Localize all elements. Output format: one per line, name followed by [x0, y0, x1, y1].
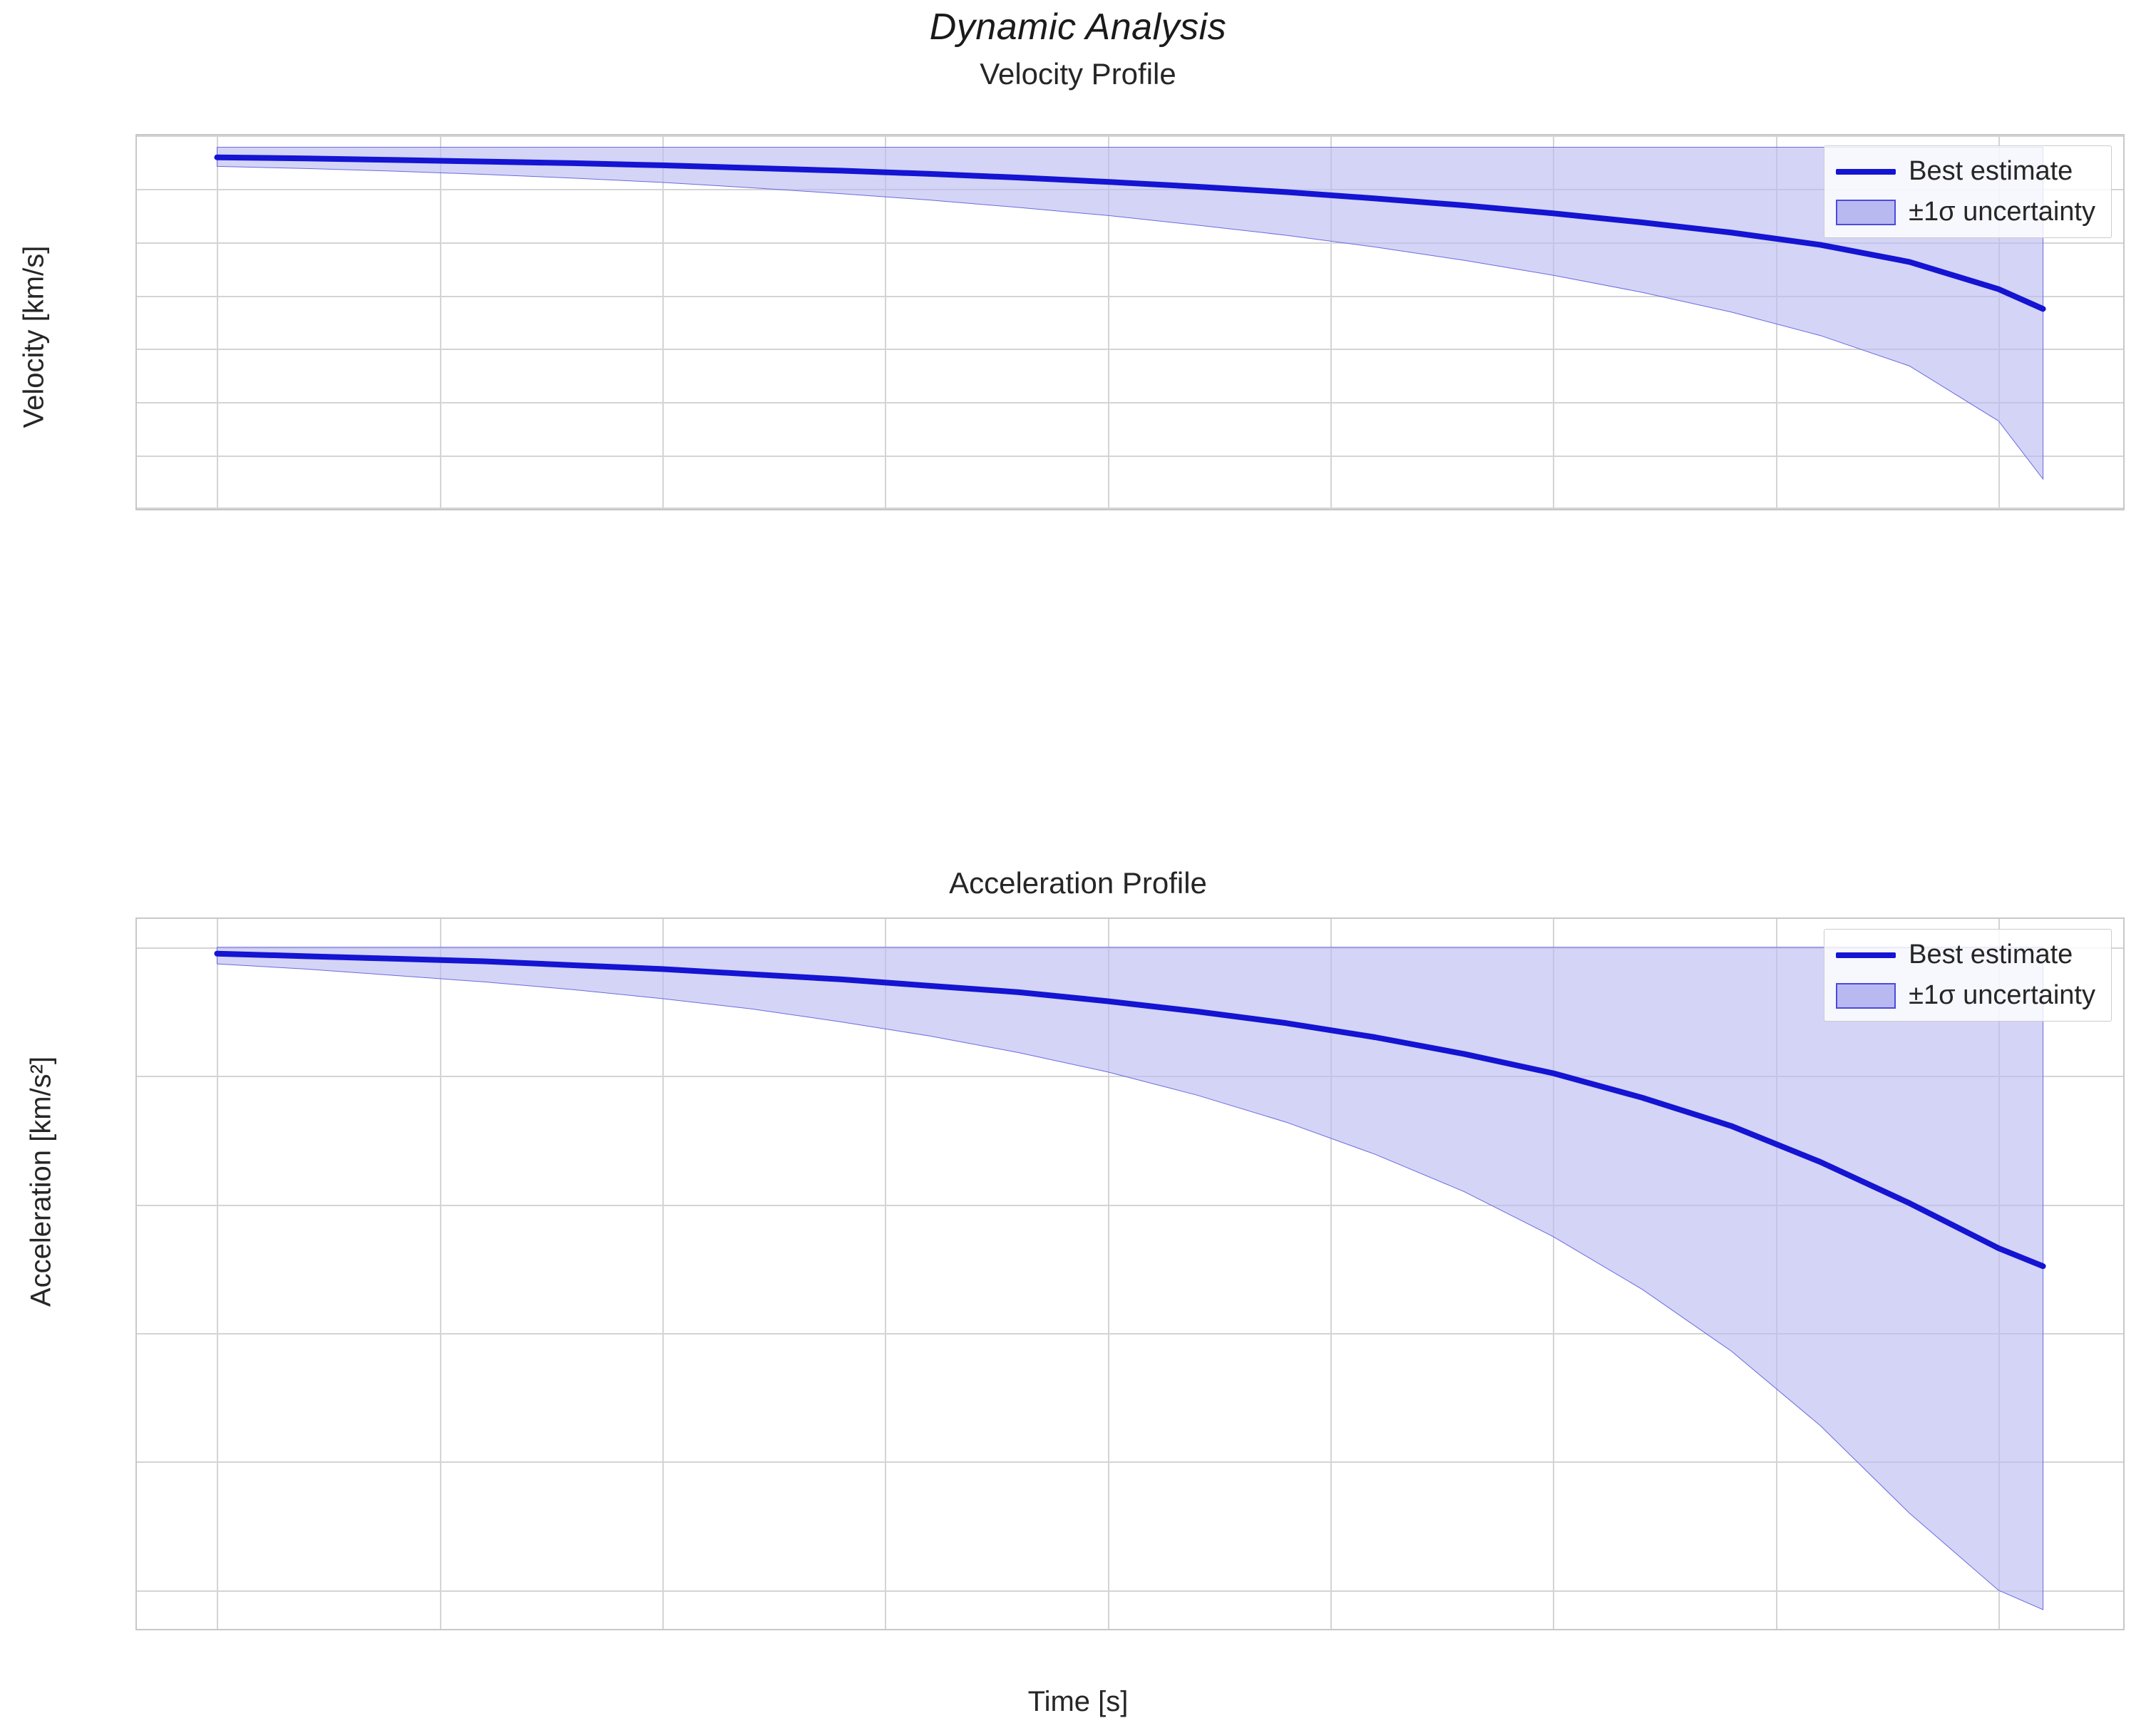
- acceleration-gridline--200: [137, 1204, 2123, 1206]
- velocity-panel: Velocity Profile Velocity [km/s]: [0, 57, 2156, 855]
- acceleration-vgridline-010: [662, 919, 664, 1629]
- legend-entry-uncertainty: ±1σ uncertainty: [1836, 197, 2095, 227]
- figure-suptitle: Dynamic Analysis: [929, 6, 1227, 48]
- velocity-vgridline-020: [1107, 135, 1109, 509]
- acceleration-panel: Acceleration Profile Acceleration [km/s²…: [0, 866, 2156, 1728]
- velocity-vgridline-025: [1330, 135, 1333, 509]
- velocity-gridline-20: [137, 402, 2123, 404]
- acceleration-best-estimate-line: [217, 954, 2043, 1266]
- velocity-gridline-10: [137, 456, 2123, 458]
- velocity-series-svg: [137, 135, 2123, 509]
- legend-label-best-estimate-acc: Best estimate: [1909, 940, 2073, 970]
- velocity-vgridline-030: [1553, 135, 1555, 509]
- acceleration-uncertainty-band: [217, 947, 2043, 1610]
- velocity-best-estimate-line: [217, 158, 2043, 309]
- legend-band-swatch: [1836, 199, 1896, 225]
- acceleration-vgridline-005: [439, 919, 441, 1629]
- legend-band-swatch: [1836, 982, 1896, 1009]
- acceleration-vgridline-000: [217, 919, 219, 1629]
- velocity-gridline-30: [137, 349, 2123, 351]
- acceleration-legend: Best estimate ±1σ uncertainty: [1824, 929, 2112, 1022]
- legend-entry-uncertainty-acc: ±1σ uncertainty: [1836, 980, 2095, 1011]
- legend-label-uncertainty-acc: ±1σ uncertainty: [1909, 980, 2095, 1010]
- x-axis-label: Time [s]: [1027, 1686, 1129, 1717]
- velocity-vgridline-005: [439, 135, 441, 509]
- velocity-gridline-0: [137, 508, 2123, 509]
- velocity-uncertainty-band: [217, 147, 2043, 479]
- acceleration-y-axis-label: Acceleration [km/s²]: [25, 1056, 57, 1307]
- legend-line-swatch: [1836, 952, 1896, 958]
- acceleration-gridline--300: [137, 1332, 2123, 1334]
- legend-line-swatch: [1836, 168, 1896, 175]
- velocity-gridline-40: [137, 295, 2123, 297]
- velocity-vgridline-010: [662, 135, 664, 509]
- velocity-gridline-50: [137, 242, 2123, 244]
- acceleration-plot-area: 0 −100 −200 −300 −400 −500 0.00 0.05 0.1…: [135, 917, 2125, 1630]
- velocity-gridline-70: [137, 135, 2123, 137]
- acceleration-vgridline-030: [1553, 919, 1555, 1629]
- velocity-y-axis-label: Velocity [km/s]: [18, 245, 50, 428]
- velocity-vgridline-000: [217, 135, 219, 509]
- velocity-panel-title: Velocity Profile: [980, 57, 1176, 91]
- acceleration-vgridline-025: [1330, 919, 1333, 1629]
- velocity-plot-area: 70 60 50 40 30 20 10 0 Best estimate ±1σ…: [135, 134, 2125, 510]
- acceleration-panel-title: Acceleration Profile: [949, 866, 1207, 900]
- acceleration-vgridline-020: [1107, 919, 1109, 1629]
- legend-entry-best-estimate-acc: Best estimate: [1836, 940, 2095, 970]
- legend-label-uncertainty: ±1σ uncertainty: [1909, 197, 2095, 227]
- legend-label-best-estimate: Best estimate: [1909, 156, 2073, 186]
- acceleration-gridline--400: [137, 1461, 2123, 1464]
- velocity-legend: Best estimate ±1σ uncertainty: [1824, 145, 2112, 238]
- acceleration-series-svg: [137, 919, 2123, 1629]
- legend-entry-best-estimate: Best estimate: [1836, 156, 2095, 187]
- acceleration-gridline--500: [137, 1590, 2123, 1592]
- velocity-vgridline-015: [885, 135, 887, 509]
- acceleration-vgridline-015: [885, 919, 887, 1629]
